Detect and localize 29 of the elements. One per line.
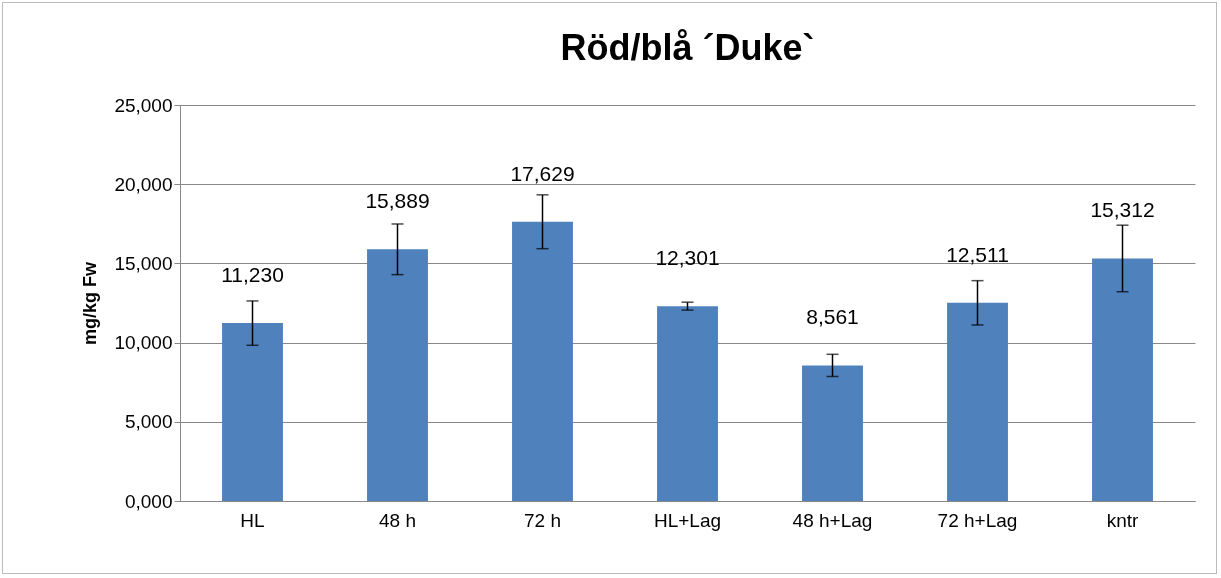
bar [512,221,573,501]
x-tick-label: HL+Lag [653,509,722,531]
data-label: 15,312 [1090,198,1155,222]
x-tick-label: 72 h+Lag [937,509,1018,531]
x-tick-label: kntr [1106,509,1139,531]
data-label: 12,511 [946,242,1009,266]
bar [222,323,283,501]
y-tick-label: 10,000 [114,332,173,354]
x-tick-label: 48 h [379,509,416,531]
y-tick-label: 20,000 [114,173,173,195]
data-label: 11,230 [221,263,284,287]
bar [367,249,428,501]
x-tick-label: 72 h [524,509,561,531]
y-tick-label: 25,000 [114,94,173,116]
y-tick-label: 15,000 [114,252,173,274]
chart-title: Röd/blå ´Duke` [560,27,815,68]
bar [802,365,863,501]
data-label: 12,301 [655,246,720,270]
y-axis-title: mg/kg Fw [80,261,101,346]
y-tick-label: 0,000 [124,490,173,512]
bar [1092,258,1153,501]
x-tick-label: HL [240,509,265,531]
bar [947,302,1008,501]
data-label: 15,889 [365,189,430,213]
data-label: 8,561 [806,305,859,329]
y-tick-label: 5,000 [124,411,173,433]
x-tick-label: 48 h+Lag [792,509,873,531]
bar [657,306,718,501]
data-label: 17,629 [510,161,575,185]
